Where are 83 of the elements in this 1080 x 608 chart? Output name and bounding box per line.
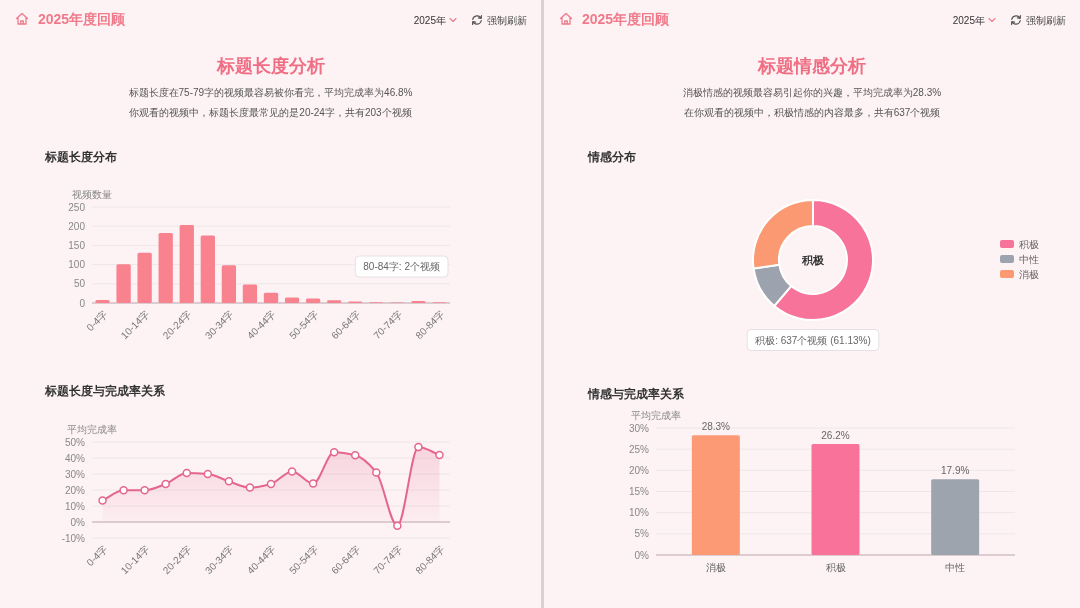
- y-tick-label: 30%: [64, 468, 86, 480]
- text: 标题长度分析: [215, 56, 325, 76]
- bar: [811, 444, 860, 555]
- text: 强制刷新: [1026, 14, 1066, 26]
- y-axis-title: 平均完成率: [67, 423, 117, 435]
- y-tick-label: 40%: [64, 452, 86, 464]
- bar: [200, 235, 215, 303]
- bar: [179, 225, 194, 303]
- point: [414, 442, 423, 452]
- y-tick-label: -10%: [61, 532, 86, 544]
- text: 2025年: [952, 14, 985, 26]
- x-tick-label: 0-4字: [84, 543, 110, 569]
- chart-title: 标题长度分布: [44, 150, 117, 164]
- x-tick-label: 0-4字: [84, 308, 110, 334]
- y-tick-label: 0%: [634, 549, 650, 561]
- bar: [116, 264, 131, 303]
- y-tick-label: 0: [79, 297, 86, 309]
- point: [266, 479, 276, 489]
- y-axis-title: 平均完成率: [631, 409, 681, 421]
- y-tick-label: 50%: [64, 436, 86, 448]
- y-tick-label: 25%: [628, 443, 650, 455]
- data-label: 26.2%: [821, 429, 850, 441]
- y-tick-label: 15%: [628, 486, 650, 497]
- point: [203, 469, 213, 479]
- point: [119, 486, 128, 495]
- text: 强制刷新: [487, 14, 527, 26]
- bar: [284, 297, 300, 303]
- legend-label: 积极: [1019, 238, 1039, 250]
- text: 标题长度在75-79字的视频最容易被你看完，平均完成率为46.8% 你观看的视频中，标题长度最常见的是20-24字，共有203个视频: [127, 86, 413, 118]
- point: [98, 496, 107, 505]
- bar: [691, 435, 740, 555]
- bar: [931, 479, 980, 555]
- data-label: 17.9%: [940, 464, 970, 476]
- text: 消极情感的视频最容易引起你的兴趣，平均完成率为28.3% 在你观看的视频中，积极情感的内容最多，共有637个视频: [682, 86, 942, 118]
- y-tick-label: 200: [68, 220, 86, 232]
- point: [329, 447, 339, 457]
- text: 情感分布: [587, 150, 636, 164]
- y-tick-label: 100: [68, 259, 86, 271]
- point: [372, 468, 381, 477]
- y-tick-label: 20%: [628, 464, 650, 476]
- bar: [158, 233, 173, 303]
- bar: [327, 300, 342, 303]
- chart-title: 情感与完成率关系: [587, 387, 685, 401]
- point: [287, 467, 297, 476]
- y-tick-label: 5%: [634, 528, 650, 540]
- x-tick-label: 消极: [705, 561, 726, 573]
- y-tick-label: 150: [68, 239, 86, 251]
- point: [140, 486, 149, 495]
- point: [350, 451, 360, 460]
- point: [245, 483, 255, 492]
- point: [308, 479, 318, 488]
- point: [182, 468, 192, 478]
- bar: [221, 265, 237, 303]
- legend-label: 中性: [1019, 253, 1039, 265]
- y-tick-label: 50: [73, 278, 86, 290]
- x-tick-label: 积极: [825, 561, 846, 573]
- data-label: 28.3%: [701, 420, 731, 432]
- legend-label: 消极: [1019, 268, 1039, 280]
- x-tick-label: 中性: [945, 561, 966, 573]
- text: 积极: [801, 254, 825, 266]
- y-axis-title: 视频数量: [72, 188, 112, 200]
- chart-title: 标题长度与完成率关系: [44, 384, 166, 398]
- point: [224, 477, 234, 486]
- y-tick-label: 10%: [628, 507, 650, 519]
- y-tick-label: 20%: [64, 484, 86, 496]
- text: 2025年度回顾: [38, 11, 127, 27]
- point: [435, 450, 444, 460]
- annotation: 80-84字: 2个视频: [363, 261, 440, 273]
- bar: [242, 284, 258, 303]
- point: [393, 521, 402, 530]
- text: 2025年度回顾: [582, 11, 671, 27]
- point: [161, 479, 170, 489]
- text: 标题情感分析: [757, 56, 866, 76]
- text: 2025年: [413, 14, 446, 26]
- text: 积极: 637个视频 (61.13%): [755, 334, 871, 346]
- y-tick-label: 0%: [70, 516, 86, 528]
- bar: [137, 252, 152, 303]
- y-tick-label: 10%: [64, 500, 86, 512]
- y-tick-label: 30%: [628, 422, 650, 434]
- bar: [305, 298, 321, 303]
- bar: [263, 292, 279, 303]
- bar: [95, 299, 110, 303]
- y-tick-label: 250: [68, 201, 86, 213]
